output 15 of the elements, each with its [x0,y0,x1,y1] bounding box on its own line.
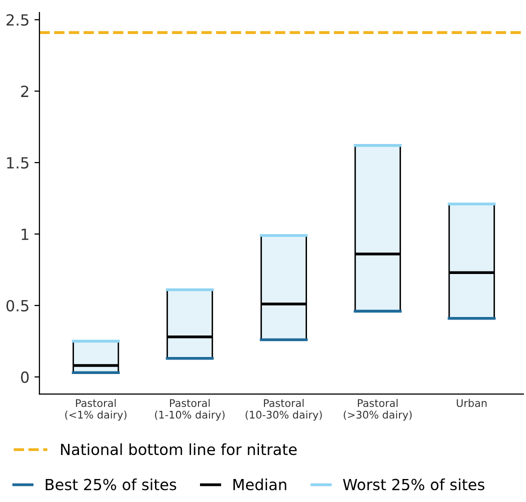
legend-label: Worst 25% of sites [343,478,484,490]
x-tick-label: Pastoral (10-30% dairy) [246,398,322,421]
x-tick-label: Pastoral (>30% dairy) [344,398,412,421]
legend-label: Median [233,478,286,490]
x-tick-label: Pastoral (<1% dairy) [65,398,126,421]
legend-label: National bottom line for nitrate [61,443,297,456]
x-tick-label: Pastoral (1-10% dairy) [155,398,225,421]
y-tick-label: 0.5 [6,300,28,312]
y-tick-label: 1 [22,228,28,240]
y-tick-label: 0 [21,371,29,383]
y-tick-label: 2.5 [6,14,28,26]
y-tick-label: 2 [21,86,28,97]
x-tick-label: Urban [456,398,487,407]
legend-label: Best 25% of sites [46,478,176,490]
y-tick-label: 1.5 [7,157,28,169]
